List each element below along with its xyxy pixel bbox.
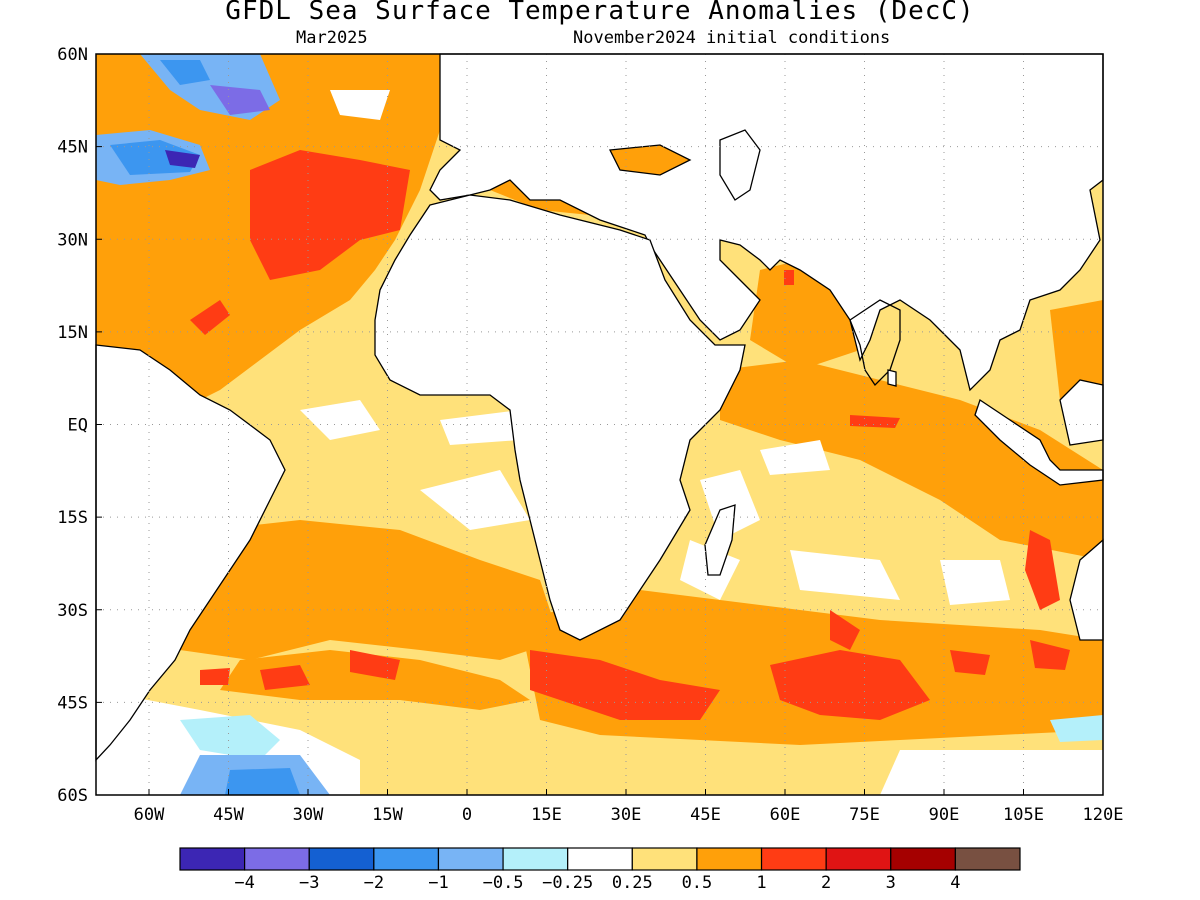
longitude-label: 60E bbox=[770, 805, 801, 825]
longitude-label: 120E bbox=[1083, 805, 1124, 825]
valid-month-label: Mar2025 bbox=[296, 28, 368, 48]
sri-lanka-landmass bbox=[887, 369, 897, 387]
latitude-labels: 60N 45N 30N 15N EQ 15S 30S 45S 60S bbox=[57, 45, 102, 806]
colorbar-label: 2 bbox=[821, 873, 831, 893]
latitude-label: 45S bbox=[57, 693, 88, 713]
colorbar-swatch bbox=[890, 847, 956, 871]
longitude-label: 45E bbox=[690, 805, 721, 825]
latitude-label: 45N bbox=[57, 138, 88, 158]
longitude-label: 30E bbox=[611, 805, 642, 825]
colorbar-swatch bbox=[308, 847, 375, 871]
latitude-label: EQ bbox=[68, 416, 88, 436]
init-conditions-label: November2024 initial conditions bbox=[573, 28, 891, 48]
colorbar-swatch bbox=[760, 847, 827, 871]
colorbar-label: −0.25 bbox=[542, 873, 593, 893]
colorbar-swatch bbox=[954, 847, 1021, 871]
eurasia-landmass bbox=[429, 53, 1104, 392]
latitude-label: 60S bbox=[57, 786, 88, 806]
colorbar-swatch bbox=[437, 847, 504, 871]
colorbar-label: −0.5 bbox=[483, 873, 524, 893]
colorbar-swatch bbox=[179, 847, 246, 871]
longitude-label: 90E bbox=[929, 805, 960, 825]
latitude-label: 60N bbox=[57, 45, 88, 65]
longitude-label: 45W bbox=[213, 805, 244, 825]
latitude-label: 30S bbox=[57, 601, 88, 621]
colorbar-label: −4 bbox=[234, 873, 254, 893]
colorbar-label: −3 bbox=[299, 873, 319, 893]
longitude-label: 105E bbox=[1003, 805, 1044, 825]
colorbar-label: 3 bbox=[886, 873, 896, 893]
colorbar-label: 0.25 bbox=[612, 873, 653, 893]
colorbar-swatch bbox=[244, 847, 310, 871]
south-america-landmass bbox=[95, 344, 286, 762]
colorbar-swatch bbox=[696, 847, 763, 871]
longitude-labels: 60W 45W 30W 15W 0 15E 30E 45E 60E 75E 90E 105E 120E bbox=[134, 789, 1124, 825]
longitude-label: 0 bbox=[462, 805, 472, 825]
longitude-label: 15W bbox=[372, 805, 403, 825]
colorbar-swatch bbox=[567, 847, 633, 871]
colorbar-swatch bbox=[631, 847, 698, 871]
longitude-label: 60W bbox=[134, 805, 165, 825]
latitude-label: 15N bbox=[57, 323, 88, 343]
latitude-label: 30N bbox=[57, 230, 88, 250]
longitude-label: 15E bbox=[531, 805, 562, 825]
colorbar-swatch bbox=[502, 847, 569, 871]
colorbar-label: 4 bbox=[950, 873, 960, 893]
longitude-label: 75E bbox=[849, 805, 880, 825]
colorbar-label: 0.5 bbox=[682, 873, 713, 893]
colorbar-label: −2 bbox=[364, 873, 384, 893]
colorbar-swatch bbox=[373, 847, 440, 871]
colorbar: −4 −3 −2 −1 −0.5 −0.25 0.25 0.5 1 2 3 4 bbox=[179, 847, 1021, 893]
latitude-label: 15S bbox=[57, 508, 88, 528]
map-title: GFDL Sea Surface Temperature Anomalies (… bbox=[225, 0, 975, 26]
longitude-label: 30W bbox=[293, 805, 324, 825]
colorbar-swatch bbox=[825, 847, 892, 871]
colorbar-label: −1 bbox=[428, 873, 448, 893]
colorbar-label: 1 bbox=[756, 873, 766, 893]
